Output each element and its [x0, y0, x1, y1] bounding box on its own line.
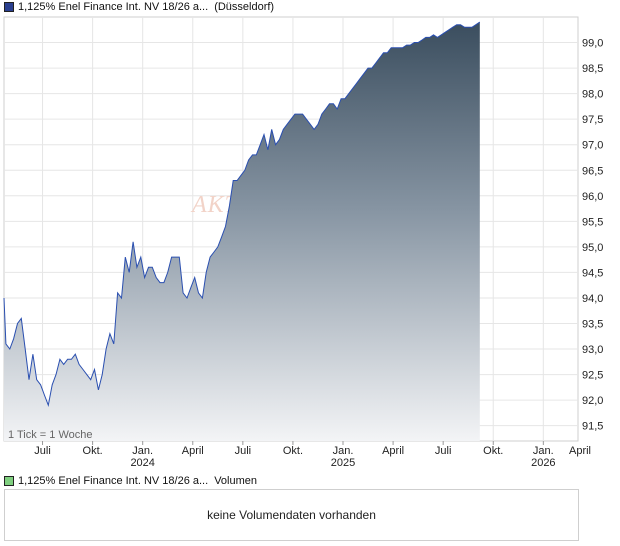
- x-tick-label: Juli: [435, 445, 452, 457]
- x-tick-label: Okt.: [283, 445, 303, 457]
- price-line: [3, 21, 481, 408]
- price-series-swatch: [4, 1, 14, 12]
- y-tick-label: 92,0: [582, 395, 603, 407]
- volume-legend: 1,125% Enel Finance Int. NV 18/26 a... V…: [4, 474, 257, 487]
- y-tick-label: 92,5: [582, 370, 603, 382]
- y-tick-label: 94,5: [582, 267, 603, 279]
- year-label: 2024: [130, 457, 154, 469]
- y-tick-label: 98,5: [582, 63, 603, 75]
- y-tick-label: 96,5: [582, 165, 603, 177]
- y-tick-label: 97,5: [582, 114, 603, 126]
- x-tick-label: Okt.: [483, 445, 503, 457]
- y-tick-label: 99,0: [582, 38, 603, 50]
- exchange-label: (Düsseldorf): [214, 0, 275, 13]
- price-series-label: 1,125% Enel Finance Int. NV 18/26 a...: [18, 0, 209, 13]
- price-area: [4, 22, 480, 441]
- volume-series-swatch: [4, 475, 14, 486]
- volume-panel: keine Volumendaten vorhanden: [4, 489, 579, 541]
- volume-word: Volumen: [214, 474, 257, 487]
- x-tick-label: Jan.: [333, 445, 354, 457]
- x-tick-label: Juli: [235, 445, 252, 457]
- y-tick-label: 94,0: [582, 293, 603, 305]
- y-tick-label: 93,0: [582, 344, 603, 356]
- volume-series-label: 1,125% Enel Finance Int. NV 18/26 a...: [18, 474, 209, 487]
- y-tick-label: 95,5: [582, 216, 603, 228]
- x-tick-label: April: [182, 445, 204, 457]
- x-axis-ticks: Juli Okt. Jan. April Juli Okt. Jan. April Juli Ok…: [34, 441, 591, 457]
- y-tick-label: 98,0: [582, 89, 603, 101]
- x-tick-label: Juli: [34, 445, 51, 457]
- y-tick-label: 93,5: [582, 319, 603, 331]
- y-axis-ticks: 91,5 92,0 92,5 93,0 93,5 94,0 94,5 95,0 95,5 96,0…: [582, 38, 603, 433]
- y-tick-label: 97,0: [582, 140, 603, 152]
- y-tick-label: 96,0: [582, 191, 603, 203]
- x-tick-label: Jan.: [132, 445, 153, 457]
- year-label: 2026: [531, 457, 555, 469]
- x-tick-label: April: [569, 445, 591, 457]
- x-tick-label: Okt.: [83, 445, 103, 457]
- y-tick-label: 95,0: [582, 242, 603, 254]
- year-ticks: 2024 2025 2026: [130, 457, 555, 469]
- y-tick-label: 91,5: [582, 421, 603, 433]
- tick-interval-note: 1 Tick = 1 Woche: [8, 429, 92, 441]
- price-legend: 1,125% Enel Finance Int. NV 18/26 a... (…: [4, 0, 274, 13]
- x-tick-label: April: [382, 445, 404, 457]
- year-label: 2025: [331, 457, 355, 469]
- volume-empty-message: keine Volumendaten vorhanden: [207, 508, 376, 522]
- x-tick-label: Jan.: [533, 445, 554, 457]
